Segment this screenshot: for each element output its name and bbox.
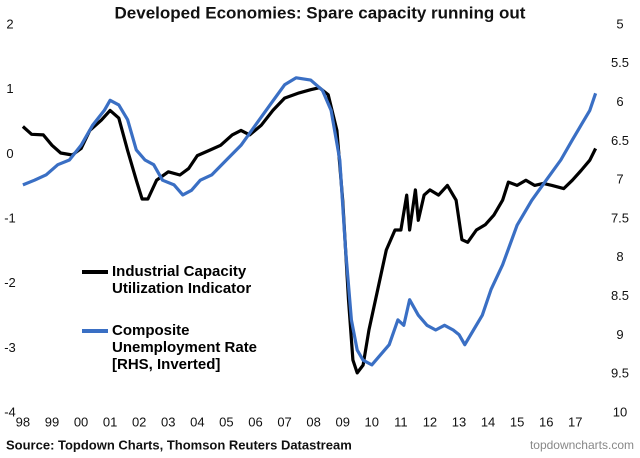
series-line <box>22 76 598 367</box>
y-tick-label: 2 <box>6 16 13 31</box>
legend-swatch <box>82 270 108 274</box>
x-tick-label: 15 <box>510 414 524 429</box>
x-tick-label: 09 <box>335 414 349 429</box>
y-tick-label: 0 <box>6 146 13 161</box>
y2-tick-label: 5.5 <box>611 55 629 70</box>
y2-tick-label: 6 <box>616 94 623 109</box>
x-tick-label: 07 <box>277 414 291 429</box>
y2-tick-label: 9.5 <box>611 366 629 381</box>
legend-swatch <box>82 329 108 333</box>
x-tick-label: 05 <box>219 414 233 429</box>
x-tick-label: 11 <box>394 414 408 429</box>
y-tick-label: 1 <box>6 81 13 96</box>
x-tick-label: 12 <box>423 414 437 429</box>
watermark: topdowncharts.com <box>530 438 634 452</box>
x-tick-label: 02 <box>132 414 146 429</box>
series-line <box>21 86 598 375</box>
y-tick-label: -4 <box>4 404 16 419</box>
x-tick-label: 08 <box>306 414 320 429</box>
x-tick-label: 03 <box>161 414 175 429</box>
x-tick-label: 99 <box>45 414 59 429</box>
y-tick-label: -2 <box>4 275 16 290</box>
y2-tick-label: 9 <box>616 327 623 342</box>
legend-label: Composite Unemployment Rate [RHS, Invert… <box>112 322 258 373</box>
x-tick-label: 00 <box>74 414 88 429</box>
x-tick-label: 10 <box>365 414 379 429</box>
y-tick-label: -1 <box>4 210 16 225</box>
y2-tick-label: 10 <box>613 404 627 419</box>
x-tick-label: 13 <box>452 414 466 429</box>
y2-tick-label: 8.5 <box>611 288 629 303</box>
legend-entry: Composite Unemployment Rate [RHS, Invert… <box>82 322 272 373</box>
y-tick-label: -3 <box>4 340 16 355</box>
x-tick-label: 06 <box>248 414 262 429</box>
x-tick-label: 04 <box>190 414 204 429</box>
chart-title: Developed Economies: Spare capacity runn… <box>115 3 526 22</box>
y2-tick-label: 7 <box>616 172 623 187</box>
x-tick-label: 98 <box>16 414 30 429</box>
x-tick-label: 14 <box>481 414 495 429</box>
y2-tick-label: 6.5 <box>611 133 629 148</box>
x-tick-label: 16 <box>539 414 553 429</box>
x-tick-label: 01 <box>103 414 117 429</box>
legend-entry: Industrial Capacity Utilization Indicato… <box>82 263 272 297</box>
source: Source: Topdown Charts, Thomson Reuters … <box>6 437 352 452</box>
x-tick-label: 17 <box>568 414 582 429</box>
y2-tick-label: 8 <box>616 249 623 264</box>
y2-tick-label: 5 <box>616 16 623 31</box>
y2-tick-label: 7.5 <box>611 210 629 225</box>
legend-label: Industrial Capacity Utilization Indicato… <box>112 263 252 297</box>
